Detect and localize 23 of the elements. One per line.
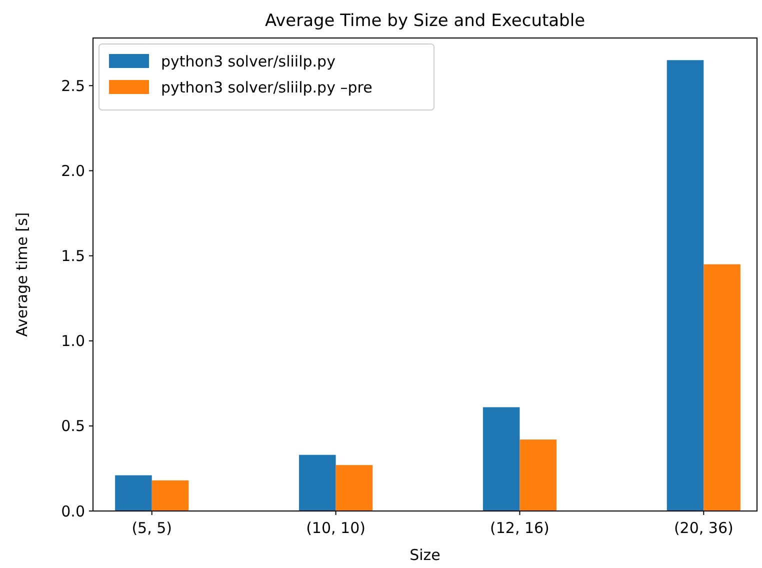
bar (152, 480, 189, 511)
x-axis-title: Size (410, 546, 440, 564)
bar (299, 454, 336, 511)
x-tick-label: (12, 16) (490, 519, 550, 537)
bar (666, 60, 704, 511)
y-tick-label: 1.5 (61, 247, 85, 266)
y-tick-label: 2.0 (61, 162, 85, 180)
bar (520, 440, 557, 511)
y-axis-title: Average time [s] (13, 212, 31, 337)
y-tick-label: 1.0 (61, 332, 85, 350)
x-tick-label: (10, 10) (306, 519, 366, 537)
y-tick-label: 2.5 (61, 76, 85, 95)
legend-label: python3 solver/sliilp.py –pre (161, 78, 372, 96)
bar (115, 475, 152, 511)
legend-label: python3 solver/sliilp.py (161, 52, 336, 70)
y-tick-label: 0.5 (61, 417, 85, 436)
bar (336, 465, 373, 511)
x-tick-label: (5, 5) (132, 519, 172, 537)
x-tick-label: (20, 36) (674, 519, 734, 537)
chart-title: Average Time by Size and Executable (264, 11, 586, 31)
bar (704, 264, 740, 511)
bar (482, 407, 520, 511)
y-tick-label: 0.0 (61, 502, 85, 520)
